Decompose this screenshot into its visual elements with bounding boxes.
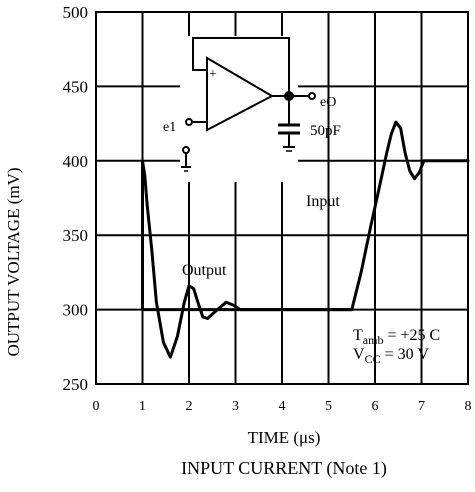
y-tick-label: 250: [63, 375, 89, 394]
x-tick-label: 7: [418, 399, 425, 414]
series-line-input: [350, 120, 470, 312]
series-line-input-step: [141, 159, 354, 312]
eo-label: eO: [320, 95, 336, 110]
tamb-prefix: T: [353, 327, 363, 344]
e1-label: e1: [163, 120, 176, 135]
series-lines: [141, 120, 470, 359]
vcc-value: = 30 V: [380, 346, 429, 363]
vcc-subscript: CC: [364, 352, 381, 367]
y-tick-label: 300: [63, 301, 89, 320]
x-tick-label: 8: [465, 399, 472, 414]
y-tick-label: 350: [63, 226, 89, 245]
x-tick-label: 5: [325, 399, 332, 414]
x-tick-label: 6: [372, 399, 379, 414]
vcc-condition: VCC = 30 V: [353, 346, 429, 367]
x-tick-label: 4: [279, 399, 286, 414]
op-amp-triangle: [206, 56, 275, 132]
schematic-background: [180, 36, 298, 182]
input-ground-terminal: [182, 146, 190, 154]
y-axis-label: OUTPUT VOLTAGE (mV): [4, 167, 23, 357]
input-label: Input: [306, 193, 340, 210]
x-tick-label: 0: [93, 399, 100, 414]
output-terminal: [308, 92, 316, 100]
input-terminal: [185, 118, 193, 126]
y-tick-label: 500: [63, 3, 89, 22]
tamb-condition: Tamb = +25 C: [353, 327, 440, 348]
x-axis-sublabel: INPUT CURRENT (Note 1): [181, 458, 387, 478]
tamb-subscript: amb: [362, 333, 384, 348]
vcc-prefix: V: [353, 346, 365, 363]
y-tick-label: 450: [63, 77, 89, 96]
x-tick-label: 2: [186, 399, 193, 414]
plus-sign: +: [209, 67, 217, 82]
tick-labels: 0 1 2 3 4 5 6 7 8 250 300 350 400 450 500: [63, 3, 472, 414]
x-axis-label: TIME (μs): [247, 428, 321, 447]
series-line-output: [141, 159, 354, 359]
feedback-wire: [192, 37, 290, 96]
x-tick-label: 1: [139, 399, 146, 414]
y-tick-label: 400: [63, 152, 89, 171]
x-tick-label: 3: [232, 399, 239, 414]
output-label: Output: [182, 262, 227, 279]
op-amp-schematic: + e1 eO 50pF: [163, 36, 341, 182]
cap-label: 50pF: [310, 123, 341, 139]
tamb-value: = +25 C: [383, 327, 441, 344]
